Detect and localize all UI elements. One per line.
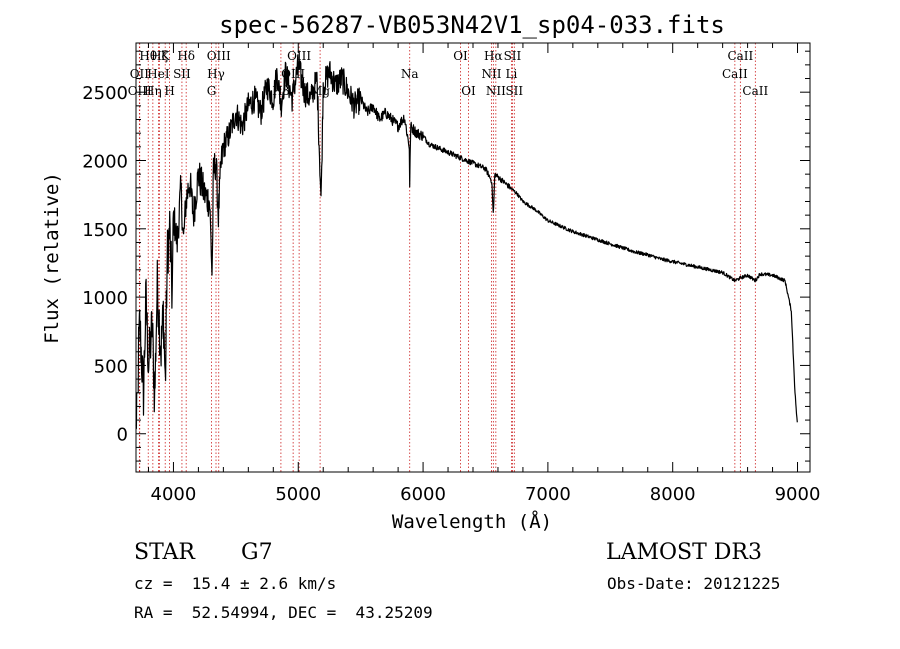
subclass: G7 [241, 540, 273, 565]
y-tick-label: 1000 [82, 288, 128, 309]
line-marker-label: Hθ [139, 49, 157, 63]
line-marker-label: Mg [310, 84, 330, 98]
line-marker-label: HeI [147, 67, 170, 81]
line-marker-label: OI [461, 84, 476, 98]
obs-date: Obs-Date: 20121225 [607, 574, 781, 593]
y-tick-label: 2000 [82, 151, 128, 172]
line-marker-label: NII [481, 67, 501, 81]
line-marker-label: SII [173, 67, 191, 81]
redshift-value: cz = 15.4 ± 2.6 km/s [134, 574, 337, 593]
line-marker-label: Hβ [272, 84, 289, 98]
line-marker-label: H [164, 84, 174, 98]
line-marker-label: OIII [128, 84, 152, 98]
x-tick-label: 4000 [151, 484, 197, 505]
y-tick-label: 500 [94, 356, 128, 377]
chart-title: spec-56287-VB053N42V1_sp04-033.fits [219, 11, 725, 39]
x-tick-label: 8000 [650, 484, 696, 505]
line-marker-label: Li [506, 67, 518, 81]
line-marker-label: OII [130, 67, 150, 81]
line-marker-label: Hγ [207, 67, 225, 81]
y-axis-label: Flux (relative) [41, 172, 63, 344]
line-marker-label: SII [504, 49, 522, 63]
y-tick-label: 2500 [82, 83, 128, 104]
y-tick-label: 1500 [82, 220, 128, 241]
line-marker-label: CaII [727, 49, 753, 63]
spectral-line-markers [138, 43, 756, 472]
x-axis: 4000 5000 6000 7000 8000 9000 [147, 43, 821, 505]
survey-name: LAMOST DR3 [606, 540, 762, 565]
line-marker-label: Hζ [151, 49, 168, 63]
x-tick-label: 9000 [775, 484, 821, 505]
line-marker-label: NII [486, 84, 506, 98]
x-tick-label: 5000 [275, 484, 321, 505]
line-marker-label: OI [453, 49, 468, 63]
line-marker-label: Na [401, 67, 419, 81]
line-marker-label: Hδ [177, 49, 195, 63]
x-tick-label: 7000 [525, 484, 571, 505]
line-marker-label: OIII [207, 49, 231, 63]
coordinates: RA = 52.54994, DEC = 43.25209 [134, 603, 433, 622]
object-class: STAR [134, 540, 195, 565]
line-marker-label: CaII [742, 84, 768, 98]
line-marker-label: OIII [287, 49, 311, 63]
line-marker-label: K [161, 49, 171, 63]
y-axis: 0 500 1000 1500 2000 2500 [82, 50, 810, 462]
spectrum-line [135, 54, 798, 430]
line-marker-label: G [207, 84, 217, 98]
x-axis-label: Wavelength (Å) [392, 510, 552, 533]
line-marker-label: Hη [144, 84, 162, 98]
line-marker-label: OIII [281, 67, 305, 81]
y-tick-label: 0 [117, 425, 128, 446]
line-marker-label: CaII [722, 67, 748, 81]
line-marker-label: SII [505, 84, 523, 98]
line-marker-label: Hα [484, 49, 503, 63]
x-tick-label: 6000 [400, 484, 446, 505]
